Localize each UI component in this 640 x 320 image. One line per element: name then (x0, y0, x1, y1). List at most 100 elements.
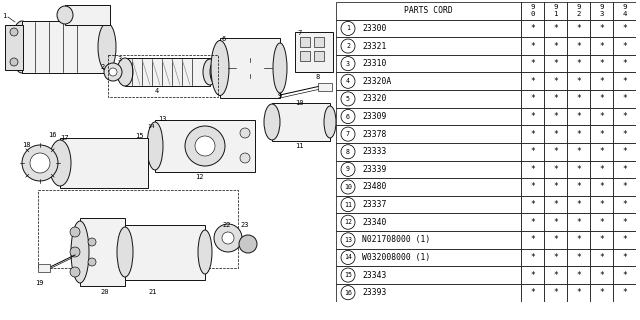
Bar (521, 37, 544, 55)
Ellipse shape (324, 106, 336, 138)
Text: *: * (622, 42, 627, 51)
Text: *: * (622, 271, 627, 280)
Text: 23339: 23339 (362, 165, 387, 174)
Bar (567, 108, 590, 125)
Text: 8: 8 (315, 74, 319, 80)
Bar (544, 161, 567, 178)
Text: 23378: 23378 (362, 130, 387, 139)
Circle shape (109, 68, 117, 76)
Bar (336, 266, 521, 284)
Text: 23393: 23393 (362, 288, 387, 297)
Text: *: * (599, 59, 604, 68)
Bar (544, 213, 567, 231)
Bar (80, 218, 125, 286)
Bar (567, 213, 590, 231)
Text: *: * (622, 130, 627, 139)
Text: *: * (622, 147, 627, 156)
Bar (521, 231, 544, 249)
Text: *: * (576, 59, 581, 68)
Text: 14: 14 (147, 124, 154, 129)
Bar (300, 51, 310, 61)
Text: N021708000 (1): N021708000 (1) (362, 235, 430, 244)
Bar (220, 38, 280, 98)
Ellipse shape (49, 140, 71, 186)
Bar (567, 55, 590, 72)
Text: *: * (622, 24, 627, 33)
Bar (544, 37, 567, 55)
Bar (544, 196, 567, 213)
Text: 6: 6 (346, 114, 350, 119)
Text: *: * (530, 94, 535, 103)
Text: 19: 19 (35, 280, 44, 286)
Bar (567, 143, 590, 161)
Bar (318, 83, 332, 91)
Bar (38, 190, 238, 268)
Text: *: * (622, 288, 627, 297)
Circle shape (30, 153, 50, 173)
Text: *: * (599, 42, 604, 51)
Text: *: * (576, 288, 581, 297)
Bar (272, 103, 330, 141)
Text: 1: 1 (346, 25, 350, 31)
Text: 20: 20 (100, 289, 109, 295)
Text: 16: 16 (48, 132, 56, 138)
Text: *: * (576, 42, 581, 51)
Text: 18: 18 (22, 142, 31, 148)
Text: *: * (622, 112, 627, 121)
Bar (336, 213, 521, 231)
Text: 10: 10 (344, 184, 352, 190)
Circle shape (341, 109, 355, 124)
Text: *: * (622, 182, 627, 191)
Ellipse shape (98, 23, 116, 71)
Bar (336, 125, 521, 143)
Bar (22, 21, 107, 73)
Text: *: * (530, 288, 535, 297)
Bar (567, 231, 590, 249)
Ellipse shape (11, 21, 33, 73)
Text: *: * (553, 24, 558, 33)
Ellipse shape (147, 122, 163, 170)
Bar (613, 108, 636, 125)
Text: *: * (530, 59, 535, 68)
Text: *: * (599, 77, 604, 86)
Ellipse shape (264, 104, 280, 140)
Text: *: * (530, 42, 535, 51)
Text: 9
1: 9 1 (553, 4, 557, 17)
Text: 8: 8 (346, 149, 350, 155)
Text: 23337: 23337 (362, 200, 387, 209)
Text: *: * (599, 24, 604, 33)
Bar (521, 266, 544, 284)
Text: *: * (576, 112, 581, 121)
Bar (590, 231, 613, 249)
Circle shape (222, 232, 234, 244)
Bar (314, 37, 324, 47)
Bar (613, 231, 636, 249)
Bar (590, 213, 613, 231)
Text: 9: 9 (346, 166, 350, 172)
Text: *: * (576, 94, 581, 103)
Text: *: * (576, 130, 581, 139)
Bar (544, 108, 567, 125)
Bar (125, 58, 210, 86)
Bar (125, 225, 205, 280)
Bar (567, 178, 590, 196)
Text: *: * (530, 130, 535, 139)
Text: *: * (599, 235, 604, 244)
Bar (613, 125, 636, 143)
Text: *: * (553, 288, 558, 297)
Ellipse shape (273, 43, 287, 93)
Circle shape (239, 235, 257, 253)
Circle shape (22, 145, 58, 181)
Circle shape (341, 92, 355, 106)
Bar (567, 2, 590, 20)
Bar (336, 143, 521, 161)
Bar (590, 20, 613, 37)
Text: *: * (553, 130, 558, 139)
Bar (336, 161, 521, 178)
Text: *: * (599, 130, 604, 139)
Text: *: * (576, 253, 581, 262)
Bar (300, 37, 310, 47)
Circle shape (70, 247, 80, 257)
Text: 6: 6 (221, 36, 225, 42)
Ellipse shape (198, 230, 212, 274)
